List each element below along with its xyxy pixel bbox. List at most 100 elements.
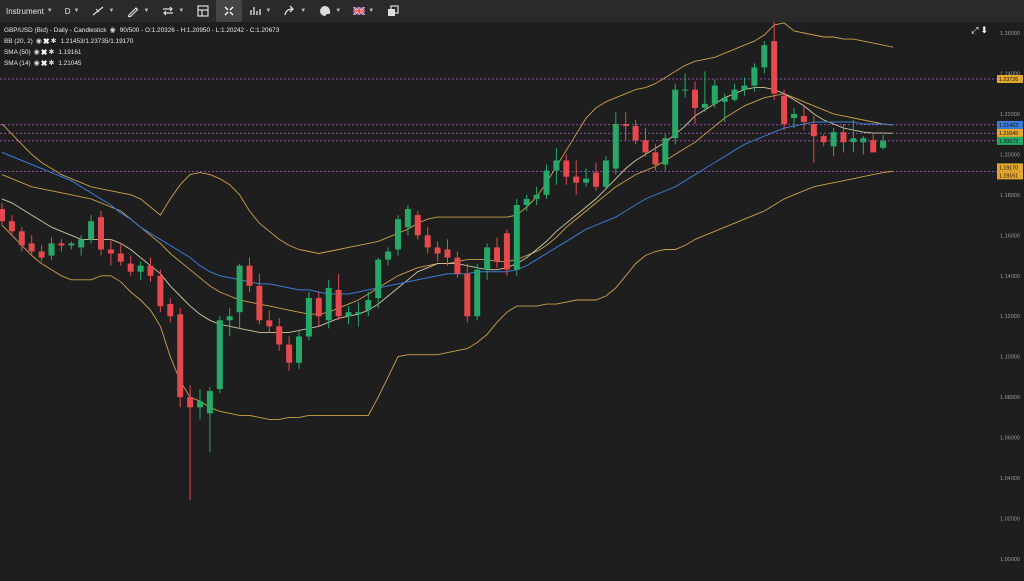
download-icon[interactable]: ⬇ xyxy=(980,25,988,35)
price-label-box xyxy=(997,163,1023,172)
y-tick-label: 1.08000 xyxy=(1000,395,1020,401)
candle-body xyxy=(355,312,362,315)
gear-icon[interactable]: ✱ xyxy=(48,49,55,56)
eye-icon[interactable]: ◉ xyxy=(35,38,42,45)
chevron-down-icon: ▼ xyxy=(265,8,272,14)
compare-icon xyxy=(163,6,174,16)
chevron-down-icon: ▼ xyxy=(108,8,115,14)
legend-visibility-toggle[interactable]: ◉ xyxy=(110,27,116,34)
bollinger-upper-line xyxy=(1,22,894,254)
y-tick-label: 1.24000 xyxy=(1000,71,1020,77)
chevron-down-icon: ▼ xyxy=(73,8,80,14)
candle-body xyxy=(68,243,75,246)
resize-icon[interactable]: ⤢ xyxy=(971,25,979,35)
price-label-text: 1.23726 xyxy=(999,77,1018,83)
chart-layout-button[interactable] xyxy=(190,0,216,22)
y-tick-label: 1.10000 xyxy=(1000,355,1020,361)
chart-area[interactable]: 1.26000 1.24000 1.22000 1.20000 1.18000 1.160… xyxy=(0,20,1024,576)
fullscreen-toggle-button[interactable] xyxy=(216,0,243,22)
indicators-dropdown[interactable]: ▼ xyxy=(242,0,277,22)
close-icon[interactable]: ✖ xyxy=(42,36,50,46)
eye-icon[interactable]: ◉ xyxy=(109,27,116,34)
drawing-tools-dropdown[interactable]: ▼ xyxy=(85,0,120,22)
pencil-icon xyxy=(128,7,139,18)
eye-icon[interactable]: ◉ xyxy=(33,60,40,67)
y-tick-label: 1.06000 xyxy=(1000,436,1020,442)
candlestick-chart[interactable]: 1.26000 1.24000 1.22000 1.20000 1.18000 1.160… xyxy=(0,20,1024,576)
candle-body xyxy=(672,89,679,139)
candle-body xyxy=(513,204,520,270)
windows-icon xyxy=(388,5,399,16)
candle-body xyxy=(325,287,332,321)
candle-body xyxy=(711,85,718,104)
chevron-down-icon: ▼ xyxy=(143,8,150,14)
candle-body xyxy=(622,124,629,127)
chart-legend: GBP/USD (Bid) - Daily - Candlestick ◉ 90… xyxy=(4,25,279,69)
candle-body xyxy=(335,289,342,317)
legend-sma14-label: SMA (14) xyxy=(4,60,31,67)
instrument-label: Instrument xyxy=(6,6,44,16)
legend-bb-label: BB (20, 2) xyxy=(4,38,33,45)
candle-body xyxy=(365,300,372,311)
candle-body xyxy=(18,231,25,246)
legend-instrument-title: GBP/USD (Bid) - Daily - Candlestick xyxy=(4,27,107,34)
y-tick-label: 1.00000 xyxy=(1000,557,1020,563)
close-icon[interactable]: ✖ xyxy=(40,47,48,57)
candle-body xyxy=(840,132,847,143)
pencil-tools-dropdown[interactable]: ▼ xyxy=(120,0,155,22)
candle-body xyxy=(741,85,748,90)
candle-body xyxy=(484,247,491,270)
popout-window-button[interactable] xyxy=(380,0,406,22)
candle-body xyxy=(850,138,857,143)
theme-dropdown[interactable]: ▼ xyxy=(312,0,347,22)
candle-body xyxy=(800,115,807,123)
legend-sma14-row: SMA (14) ◉ ✖ ✱ 1.21045 xyxy=(4,58,279,69)
candle-body xyxy=(474,269,481,317)
candle-body xyxy=(137,265,144,272)
price-label-text: 1.20673 xyxy=(999,139,1018,145)
y-tick-label: 1.04000 xyxy=(1000,476,1020,482)
candle-body xyxy=(404,209,411,228)
candle-body xyxy=(286,344,293,363)
price-label-box xyxy=(997,128,1023,137)
candle-body xyxy=(880,140,887,148)
language-dropdown[interactable]: ▼ xyxy=(347,0,380,22)
candle-body xyxy=(38,251,45,258)
compare-dropdown[interactable]: ▼ xyxy=(155,0,190,22)
candle-body xyxy=(28,243,35,252)
candle-body xyxy=(246,265,253,286)
candle-body xyxy=(642,140,649,153)
legend-sma50-label: SMA (50) xyxy=(4,49,31,56)
candle-body xyxy=(731,89,738,100)
candle-body xyxy=(315,298,322,317)
gear-icon[interactable]: ✱ xyxy=(48,60,55,67)
candle-body xyxy=(147,265,154,276)
chevron-down-icon: ▼ xyxy=(178,8,185,14)
candle-body xyxy=(444,249,451,258)
eye-icon[interactable]: ◉ xyxy=(33,49,40,56)
close-icon[interactable]: ✖ xyxy=(40,58,48,68)
candle-body xyxy=(494,247,500,262)
candle-body xyxy=(107,249,114,254)
candle-body xyxy=(197,401,203,408)
chevron-down-icon: ▼ xyxy=(335,8,342,14)
candle-body xyxy=(612,124,619,169)
candle-body xyxy=(88,221,95,240)
candle-body xyxy=(414,215,421,236)
candle-body xyxy=(632,126,639,141)
trendline-icon xyxy=(93,6,104,16)
palette-icon xyxy=(320,6,331,16)
candle-body xyxy=(78,239,85,248)
candle-body xyxy=(692,89,698,108)
price-label-box xyxy=(997,75,1023,84)
candle-body xyxy=(98,217,104,250)
candle-body xyxy=(682,89,689,91)
gear-icon[interactable]: ✱ xyxy=(50,38,57,45)
share-dropdown[interactable]: ▼ xyxy=(277,0,312,22)
candle-body xyxy=(830,132,837,147)
y-tick-label: 1.16000 xyxy=(1000,233,1020,239)
period-dropdown[interactable]: D ▼ xyxy=(59,0,86,22)
candle-body xyxy=(751,67,758,86)
candle-body xyxy=(553,160,560,171)
instrument-dropdown[interactable]: Instrument ▼ xyxy=(0,0,59,22)
